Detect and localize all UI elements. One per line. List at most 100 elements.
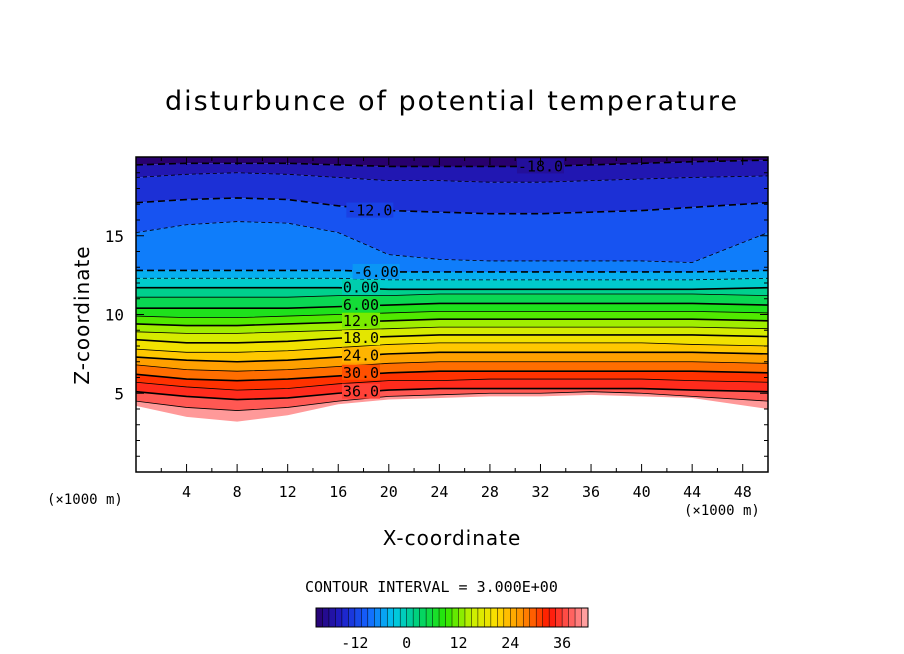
- colorbar-cell: [387, 608, 395, 627]
- contour-line: [136, 370, 768, 382]
- colorbar-tick-label: 12: [449, 634, 467, 652]
- colorbar-cell: [510, 608, 518, 627]
- contour-label-bg: [341, 279, 380, 295]
- colorbar-cell: [452, 608, 459, 627]
- colorbar-cell: [348, 608, 356, 627]
- colorbar-cell: [542, 608, 550, 627]
- colorbar-cell: [568, 608, 576, 627]
- contour-line: [136, 334, 768, 344]
- contour-label-bg: [341, 330, 380, 346]
- x-tick-label: 20: [380, 483, 398, 501]
- colorbar-cell: [406, 608, 414, 627]
- colorbar-cell: [393, 608, 401, 627]
- contour-band: [136, 379, 768, 400]
- contour-band: [136, 172, 768, 214]
- contour-label: -12.0: [347, 202, 392, 220]
- colorbar-cell: [361, 608, 369, 627]
- colorbar-cell: [419, 608, 427, 627]
- x-tick-label: 16: [329, 483, 347, 501]
- colorbar-cell: [503, 608, 511, 627]
- colorbar-cell: [445, 608, 453, 627]
- contour-label-bg: [341, 347, 380, 363]
- contour-line: [136, 342, 768, 353]
- colorbar-cell: [581, 608, 589, 627]
- contour-label: 36.0: [343, 383, 379, 401]
- x-tick-label: 8: [233, 483, 242, 501]
- contour-line: [136, 269, 768, 273]
- colorbar-tick-label: 36: [553, 634, 571, 652]
- contour-line: [136, 361, 768, 372]
- contour-band: [136, 160, 768, 183]
- contour-line: [136, 351, 768, 363]
- contour-band: [136, 278, 768, 290]
- colorbar-cell: [374, 608, 382, 627]
- contour-band: [136, 319, 768, 334]
- x-tick-label: 12: [279, 483, 297, 501]
- colorbar-cell: [464, 608, 472, 627]
- contour-line: [136, 293, 768, 298]
- colorbar-tick-label: -12: [341, 634, 368, 652]
- colorbar-tick-label: 24: [501, 634, 519, 652]
- contour-label-layer: -18.0 -12.0 -6.000.006.0012.018.024.030.03…: [341, 157, 564, 401]
- contour-band: [136, 388, 768, 411]
- colorbar-cell: [367, 608, 375, 627]
- contour-band: [136, 197, 768, 263]
- contour-line: [136, 277, 768, 281]
- colorbar-frame: [315, 607, 589, 628]
- contour-line: [136, 318, 768, 327]
- x-tick-label: 40: [633, 483, 651, 501]
- contour-band: [136, 371, 768, 391]
- contour-label-bg: [341, 297, 380, 313]
- colorbar-cell: [335, 608, 343, 627]
- contour-interval-text: CONTOUR INTERVAL = 3.000E+00: [305, 578, 558, 596]
- contour-label-bg: [516, 158, 564, 174]
- x-axis-label: X-coordinate: [382, 526, 522, 550]
- colorbar-cell: [380, 608, 388, 627]
- colorbar-cell: [316, 608, 323, 627]
- y-tick-label: 5: [114, 384, 124, 403]
- x-unit-label-right: (×1000 m): [684, 503, 760, 519]
- colorbar-cell: [562, 608, 569, 627]
- x-tick-label: 28: [481, 483, 499, 501]
- colorbar-cell: [426, 608, 433, 627]
- colorbar-cell: [439, 608, 446, 627]
- contour-line: [136, 326, 768, 334]
- contour-line: [136, 387, 768, 401]
- colorbar-cell: [413, 608, 421, 627]
- colorbar-cell: [471, 608, 479, 627]
- colorbar-tick-label: 0: [402, 634, 411, 652]
- x-tick-label: 4: [182, 483, 191, 501]
- contour-label: 12.0: [343, 312, 379, 330]
- x-tick-label: 24: [430, 483, 448, 501]
- colorbar-cell: [516, 608, 524, 627]
- contour-label: 18.0: [343, 329, 379, 347]
- colorbar-cell: [523, 608, 531, 627]
- colorbar-cell: [529, 608, 537, 627]
- contour-label: 6.00: [343, 296, 379, 314]
- contour-line: [136, 378, 768, 391]
- contour-line: [136, 172, 768, 183]
- colorbar-cell: [536, 608, 544, 627]
- y-tick-label: 10: [105, 306, 124, 325]
- colorbar: -12 0 12 24 36: [315, 607, 589, 652]
- x-tick-label: 48: [734, 483, 752, 501]
- contour-band: [136, 303, 768, 318]
- contour-label-bg: [341, 312, 380, 328]
- contour-label: 30.0: [343, 364, 379, 382]
- contour-label-bg: [352, 263, 400, 279]
- contour-line: [136, 221, 768, 263]
- colorbar-cell: [354, 608, 362, 627]
- x-unit-label-left: (×1000 m): [47, 492, 123, 508]
- contour-line: [136, 310, 768, 319]
- colorbar-cell: [549, 608, 557, 627]
- x-tick-label: 32: [531, 483, 549, 501]
- colorbar-cell: [575, 608, 582, 627]
- contour-band: [136, 294, 768, 309]
- colorbar-cell: [458, 608, 466, 627]
- contour-line: [136, 197, 768, 215]
- contour-band: [136, 221, 768, 272]
- contour-line: [136, 286, 768, 291]
- contour-label: 0.00: [343, 279, 379, 297]
- colorbar-cell: [484, 608, 492, 627]
